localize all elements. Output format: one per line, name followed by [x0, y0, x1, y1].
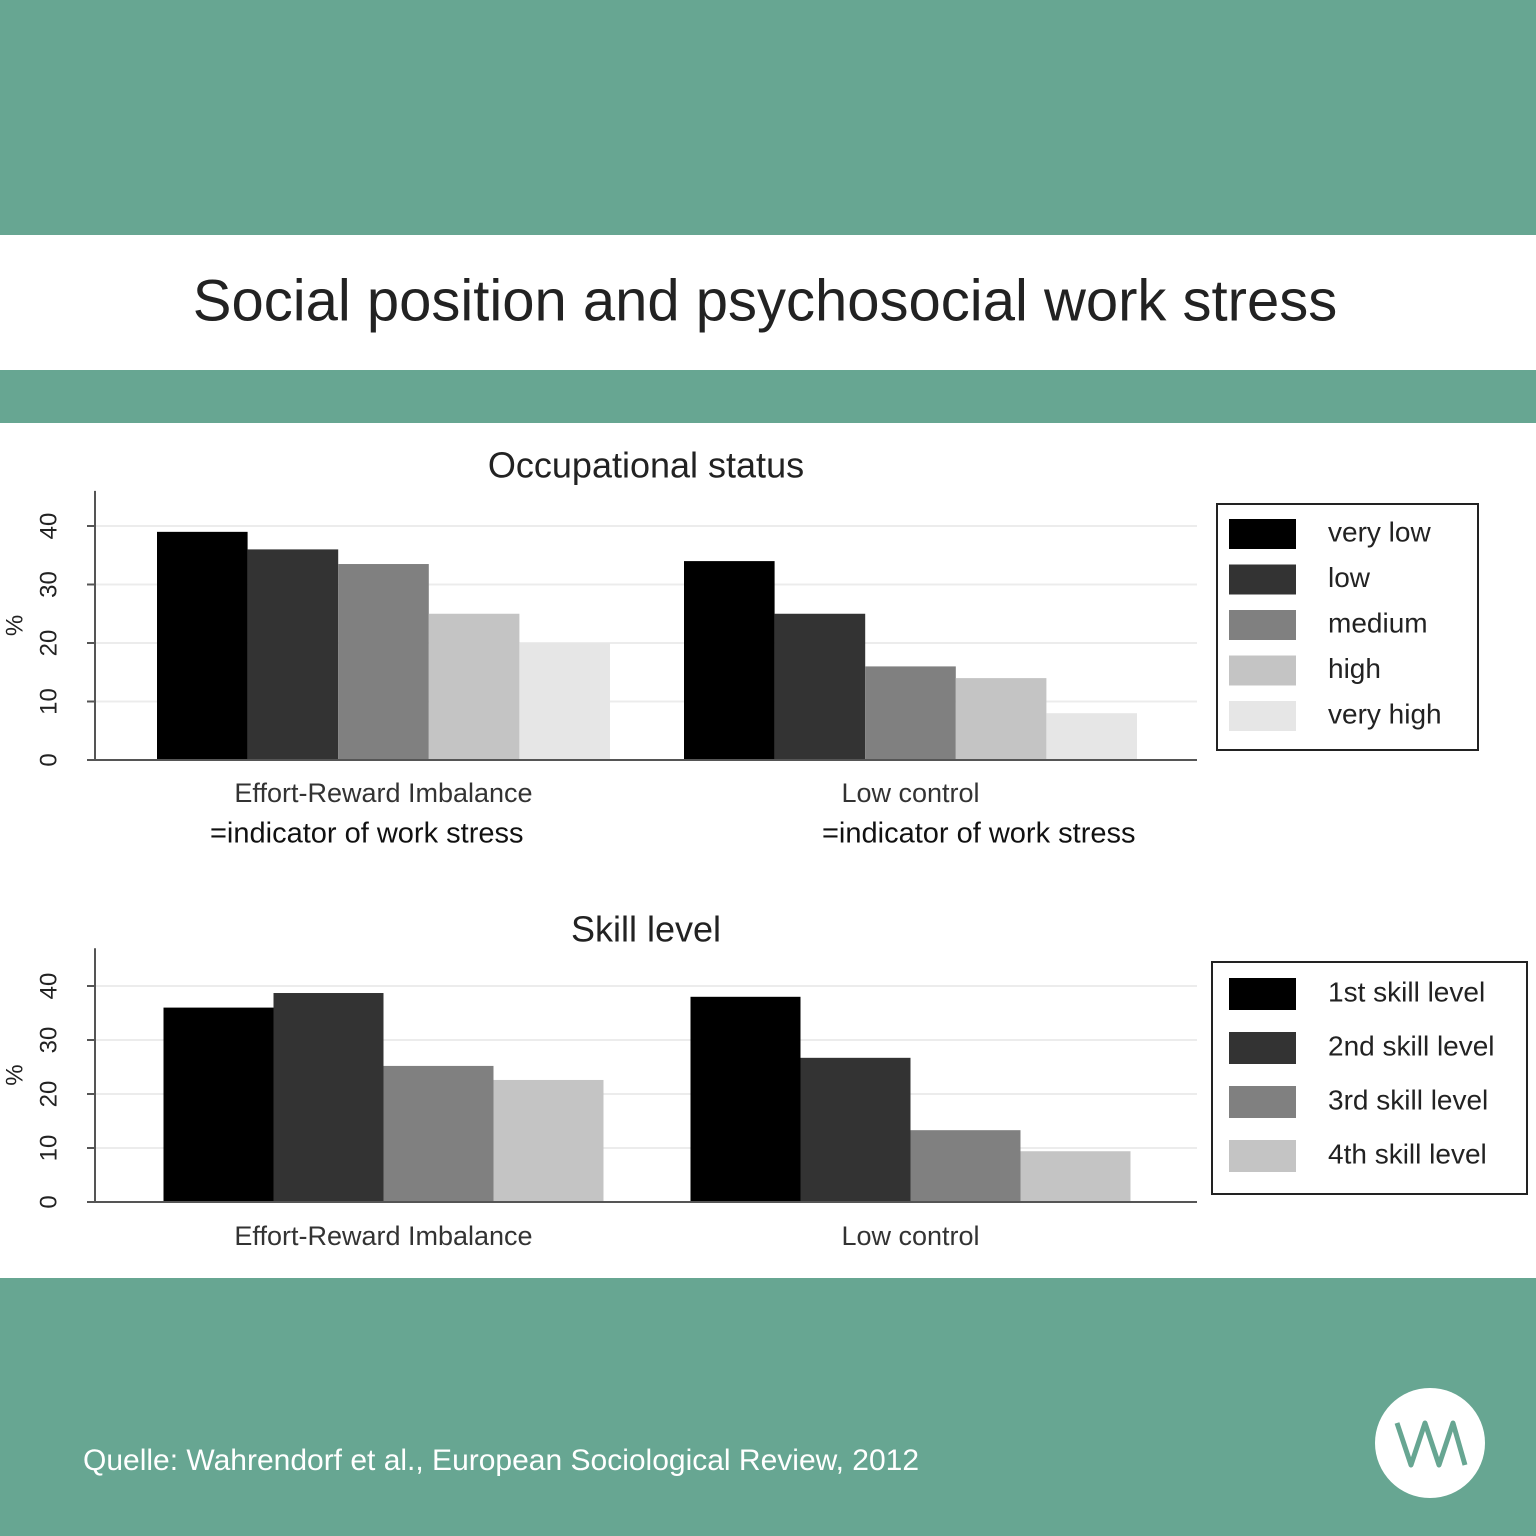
legend-label: high: [1328, 653, 1381, 684]
y-tick-label: 10: [35, 1135, 62, 1162]
y-tick-label: 40: [35, 973, 62, 1000]
x-tick-label: Low control: [841, 778, 979, 808]
page-title: Social position and psychosocial work st…: [193, 268, 1337, 333]
y-tick-label: 20: [35, 630, 62, 657]
legend-label: medium: [1328, 607, 1428, 638]
bar: [774, 613, 866, 760]
y-tick-label: 20: [35, 1081, 62, 1108]
bar: [157, 531, 248, 760]
legend-swatch: [1229, 610, 1296, 640]
legend-label: 4th skill level: [1328, 1138, 1487, 1169]
bar: [338, 564, 429, 760]
bar: [865, 666, 956, 760]
title-band: [0, 235, 1536, 370]
bar: [428, 613, 520, 760]
y-tick-label: 30: [35, 1027, 62, 1054]
legend-swatch: [1229, 1032, 1296, 1064]
bar: [383, 1065, 494, 1202]
bar: [955, 678, 1047, 760]
legend-label: very low: [1328, 516, 1431, 547]
bar: [1020, 1151, 1131, 1202]
charts: Occupational status% 0 10 20 30 40 Effort-Rewa…: [1, 445, 1528, 1251]
bar: [273, 993, 384, 1202]
logo-mark: [1394, 1420, 1468, 1468]
bar: [910, 1130, 1021, 1202]
bar: [247, 549, 339, 760]
bar: [690, 996, 801, 1202]
x-tick-label: Effort-Reward Imbalance: [234, 778, 532, 808]
chart-title: Skill level: [571, 909, 721, 950]
category-note: =indicator of work stress: [210, 818, 523, 850]
bar: [493, 1079, 604, 1202]
bar: [800, 1057, 911, 1202]
y-tick-label: 30: [35, 571, 62, 598]
legend-label: 1st skill level: [1328, 976, 1485, 1007]
legend-swatch: [1229, 978, 1296, 1010]
legend-label: very high: [1328, 698, 1442, 729]
legend-label: low: [1328, 562, 1371, 593]
y-tick-label: 10: [35, 688, 62, 715]
chart-title: Occupational status: [488, 445, 804, 486]
legend-label: 3rd skill level: [1328, 1084, 1488, 1115]
y-tick-label: 0: [35, 1195, 62, 1208]
legend-swatch: [1229, 655, 1296, 686]
bar: [1046, 713, 1137, 760]
legend-swatch: [1229, 519, 1296, 549]
bar: [519, 643, 610, 760]
y-tick-label: 0: [35, 753, 62, 766]
x-tick-label: Effort-Reward Imbalance: [234, 1221, 532, 1251]
y-axis-label: %: [1, 615, 28, 636]
legend-swatch: [1229, 564, 1296, 595]
legend-label: 2nd skill level: [1328, 1030, 1495, 1061]
y-axis-label: %: [1, 1064, 28, 1085]
legend-swatch: [1229, 701, 1296, 731]
x-tick-label: Low control: [841, 1221, 979, 1251]
bar: [684, 561, 775, 760]
source: Quelle: Wahrendorf et al., European Soci…: [83, 1444, 919, 1477]
bar: [163, 1007, 274, 1202]
legend-swatch: [1229, 1086, 1296, 1118]
legend-swatch: [1229, 1140, 1296, 1172]
category-note: =indicator of work stress: [822, 818, 1135, 850]
y-tick-label: 40: [35, 513, 62, 540]
